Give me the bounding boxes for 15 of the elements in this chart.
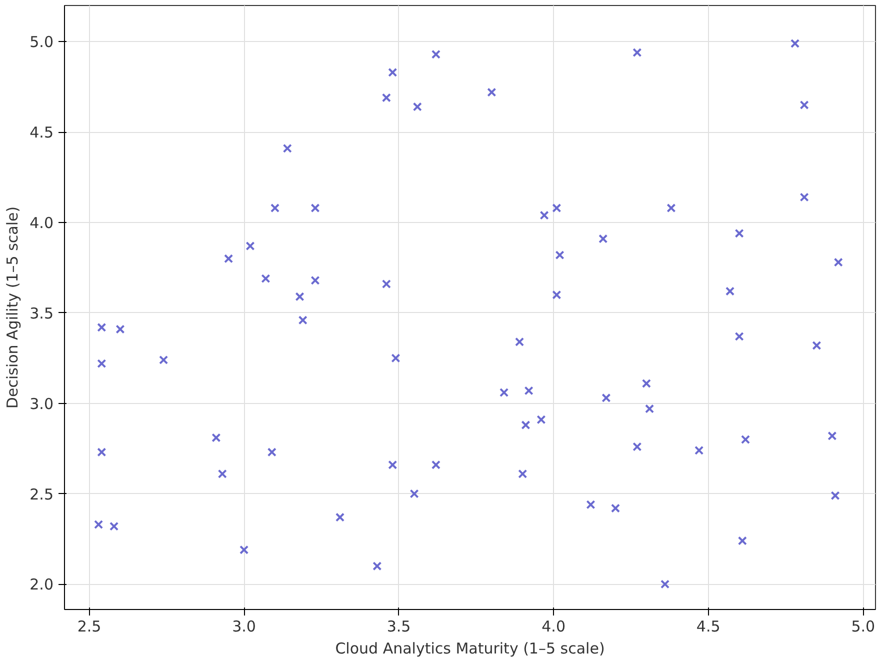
y-tick-label: 4.0 bbox=[30, 214, 54, 232]
y-tick-label: 3.5 bbox=[30, 304, 54, 322]
x-tick-label: 5.0 bbox=[851, 618, 876, 636]
x-tick-label: 3.5 bbox=[386, 618, 411, 636]
x-axis-title: Cloud Analytics Maturity (1–5 scale) bbox=[335, 640, 605, 658]
y-tick-label: 5.0 bbox=[30, 33, 54, 52]
x-tick-label: 4.5 bbox=[696, 618, 720, 636]
x-tick-label: 3.0 bbox=[232, 618, 256, 636]
y-tick-label: 4.5 bbox=[30, 124, 54, 142]
y-tick-label: 2.5 bbox=[30, 485, 54, 504]
y-axis-title: Decision Agility (1–5 scale) bbox=[4, 206, 22, 409]
x-tick-label: 4.0 bbox=[542, 618, 566, 636]
x-tick-label: 2.5 bbox=[77, 618, 102, 636]
y-tick-label: 3.0 bbox=[30, 394, 54, 413]
y-tick-label: 2.0 bbox=[30, 576, 54, 594]
